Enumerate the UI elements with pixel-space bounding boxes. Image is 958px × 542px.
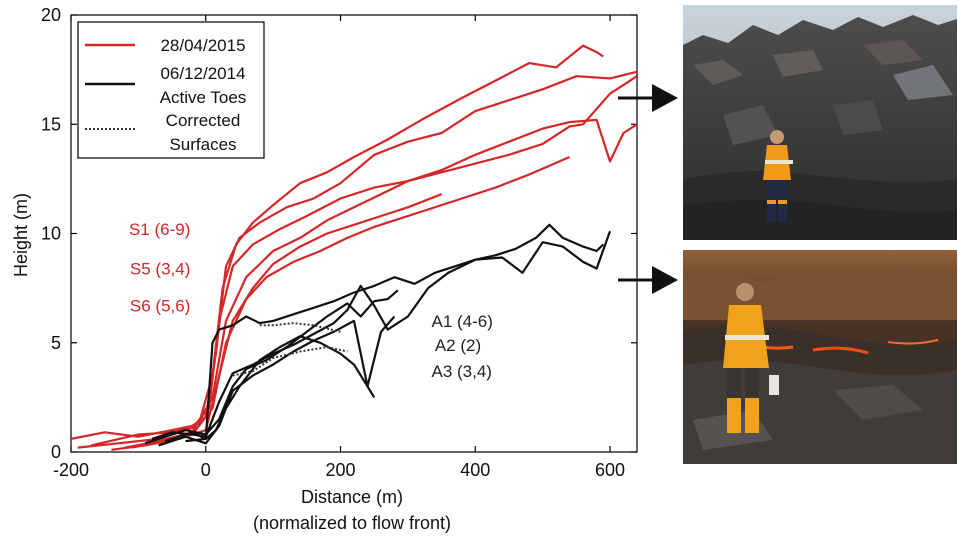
annotation-label: S5 (3,4) [130,259,190,278]
x-tick-label: 600 [595,460,625,480]
legend-label: 06/12/2014 [160,64,245,83]
y-tick-label: 0 [51,442,61,462]
y-tick-label: 10 [41,224,61,244]
corrected-surface-line [259,322,341,333]
series-06-12-2014-line [144,289,399,445]
x-tick-label: 400 [460,460,490,480]
y-tick-label: 15 [41,114,61,134]
series-layer [71,44,637,451]
y-tick-label: 20 [41,5,61,25]
y-axis-label: Height (m) [11,193,31,277]
annotation-label: A3 (3,4) [431,362,491,381]
x-tick-label: 200 [326,460,356,480]
arrow-to-bottom-photo [618,266,678,294]
legend-label-line2: Surfaces [169,135,236,154]
annotation-label: S1 (6-9) [129,220,190,239]
legend-label-line2: Active Toes [160,88,247,107]
series-28-04-2015-line [124,118,637,449]
series-06-12-2014-line [158,319,376,447]
annotation-label: A2 (2) [435,336,481,355]
x-tick-label: -200 [53,460,89,480]
series-06-12-2014-line [151,230,612,440]
legend-label: Corrected [166,111,241,130]
annotation-layer: S1 (6-9) S5 (3,4) S6 (5,6) A1 (4-6) A2 (2) A3… [129,220,493,381]
legend-label: 28/04/2015 [160,36,245,55]
series-28-04-2015-line [131,155,571,449]
x-axis-sublabel: (normalized to flow front) [253,513,451,533]
legend: 28/04/2015 06/12/2014 Active Toes Corrected… [77,21,265,159]
corrected-surface-line [232,346,348,377]
arrow-to-top-photo [618,84,678,112]
lava-wall-photo [683,5,957,240]
series-06-12-2014-line [185,223,605,443]
annotation-label: A1 (4-6) [431,312,492,331]
annotation-label: S6 (5,6) [130,297,190,316]
y-tick-label: 5 [51,333,61,353]
x-tick-label: 0 [201,460,211,480]
series-28-04-2015-line [90,44,604,447]
series-06-12-2014-line [164,315,396,443]
x-axis-label: Distance (m) [301,487,403,507]
active-toe-photo [683,250,957,464]
